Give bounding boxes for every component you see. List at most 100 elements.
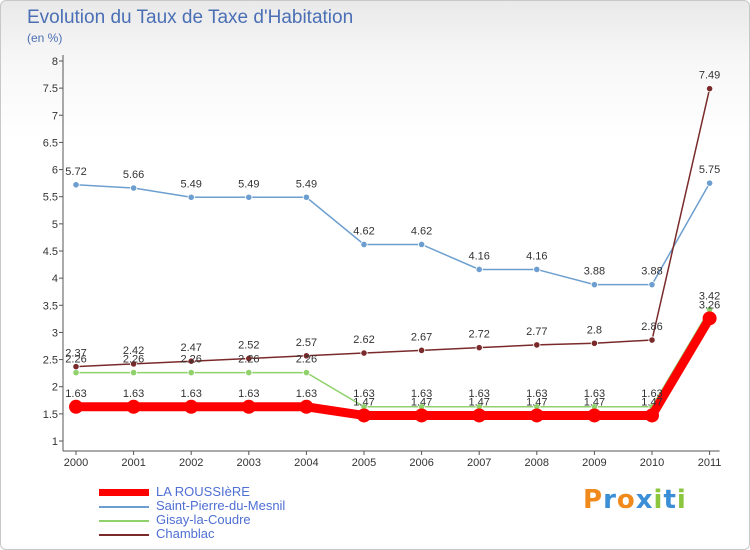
data-label-chamblac: 2.47 [180,342,201,354]
legend-label-la-roussiere: LA ROUSSIèRE [156,484,250,499]
data-point-chamblac [245,354,253,363]
data-point-saint-pierre-du-mesnil [360,240,368,249]
data-point-chamblac [648,336,656,344]
data-point-chamblac [533,341,541,349]
data-label-la-roussiere: 1.63 [123,388,144,400]
data-point-la-roussiere [645,408,659,423]
data-point-saint-pierre-du-mesnil [705,179,714,187]
series-line-la-roussiere [71,313,715,420]
data-label-chamblac: 2.62 [353,334,374,346]
y-tick-label: 8 [52,56,58,68]
data-point-gisay-la-coudre [187,368,195,377]
data-point-la-roussiere [241,399,256,414]
data-point-la-roussiere [299,399,314,414]
data-label-saint-pierre-du-mesnil: 5.75 [699,164,720,176]
data-label-gisay-la-coudre: 2.26 [123,354,144,366]
data-point-saint-pierre-du-mesnil [590,281,599,289]
data-label-la-roussiere: 1.47 [411,396,432,408]
data-point-chamblac [475,344,483,352]
data-point-gisay-la-coudre [130,368,138,377]
data-label-la-roussiere: 1.63 [238,388,259,400]
y-tick-label: 6 [52,165,58,177]
series-line-saint-pierre-du-mesnil [75,182,711,286]
data-point-saint-pierre-du-mesnil [245,193,253,201]
data-label-chamblac: 2.72 [468,329,489,341]
data-point-la-roussiere [472,408,487,423]
data-point-la-roussiere [126,399,141,414]
data-point-la-roussiere [414,408,429,423]
data-label-saint-pierre-du-mesnil: 5.72 [65,166,86,178]
x-tick-label: 2006 [409,457,433,469]
data-label-gisay-la-coudre: 3.42 [699,291,720,303]
data-point-saint-pierre-du-mesnil [72,181,80,189]
data-point-la-roussiere [702,311,717,326]
data-label-la-roussiere: 3.26 [699,299,720,311]
data-point-chamblac [302,352,310,360]
data-label-saint-pierre-du-mesnil: 4.62 [411,225,432,237]
data-label-gisay-la-coudre: 1.63 [641,388,662,400]
y-tick-label: 5 [52,219,58,231]
data-label-gisay-la-coudre: 2.26 [296,354,317,366]
legend-label-saint-pierre-du-mesnil: Saint-Pierre-du-Mesnil [156,498,286,513]
data-point-chamblac [360,349,368,357]
logo-letter: i [676,485,687,515]
logo-letter: x [635,485,654,515]
data-label-chamblac: 2.37 [65,348,86,360]
data-label-gisay-la-coudre: 2.26 [238,354,259,366]
data-label-saint-pierre-du-mesnil: 5.49 [180,178,201,190]
x-tick-label: 2011 [698,457,722,469]
data-point-gisay-la-coudre [72,368,80,377]
data-point-chamblac [130,360,138,368]
data-point-chamblac [590,339,599,347]
data-label-la-roussiere: 1.63 [65,388,86,400]
data-point-la-roussiere [529,408,544,423]
proxiti-logo: Proxiti [583,485,687,515]
legend-label-gisay-la-coudre: Gisay-la-Coudre [156,512,251,527]
data-label-saint-pierre-du-mesnil: 3.88 [584,266,605,278]
data-label-saint-pierre-du-mesnil: 3.88 [641,266,662,278]
data-label-chamblac: 2.57 [296,337,317,349]
x-tick-label: 2003 [237,457,261,469]
data-label-saint-pierre-du-mesnil: 5.49 [238,178,259,190]
data-point-chamblac [705,85,714,93]
y-tick-label: 3 [52,327,58,339]
data-label-la-roussiere: 1.47 [584,396,605,408]
data-label-gisay-la-coudre: 1.63 [411,388,432,400]
y-tick-label: 7.5 [43,83,58,95]
logo-letter: t [663,485,677,515]
data-point-chamblac [187,357,195,365]
y-tick-label: 1.5 [43,409,58,421]
data-label-chamblac: 7.49 [699,70,720,82]
data-point-chamblac [417,346,426,354]
chart-subtitle: (en %) [27,31,63,45]
data-label-gisay-la-coudre: 1.63 [526,388,547,400]
data-label-chamblac: 2.67 [411,331,432,343]
legend-swatch-chamblac [99,534,149,536]
data-label-la-roussiere: 1.63 [296,388,317,400]
x-tick-label: 2005 [352,457,376,469]
data-label-chamblac: 2.77 [526,326,547,338]
data-point-saint-pierre-du-mesnil [417,240,426,249]
logo-letter: P [583,485,604,515]
data-point-saint-pierre-du-mesnil [648,281,656,289]
logo-letter: i [653,485,664,515]
data-point-saint-pierre-du-mesnil [475,265,483,274]
data-point-la-roussiere [69,399,83,414]
data-point-saint-pierre-du-mesnil [130,184,138,192]
legend-swatch-saint-pierre-du-mesnil [99,506,149,508]
data-label-chamblac: 2.52 [238,339,259,351]
x-tick-label: 2007 [467,457,491,469]
data-label-chamblac: 2.8 [587,324,602,336]
legend-label-chamblac: Chamblac [156,526,215,541]
logo-letter: r [603,485,617,515]
data-label-la-roussiere: 1.47 [468,396,489,408]
data-label-la-roussiere: 1.47 [526,396,547,408]
data-point-saint-pierre-du-mesnil [302,193,310,201]
data-label-la-roussiere: 1.47 [641,396,662,408]
chart-title: Evolution du Taux de Taxe d'Habitation [27,7,354,28]
data-label-saint-pierre-du-mesnil: 4.16 [526,250,547,262]
data-label-gisay-la-coudre: 1.63 [468,388,489,400]
y-tick-label: 2.5 [43,355,58,367]
data-label-gisay-la-coudre: 2.26 [65,354,86,366]
